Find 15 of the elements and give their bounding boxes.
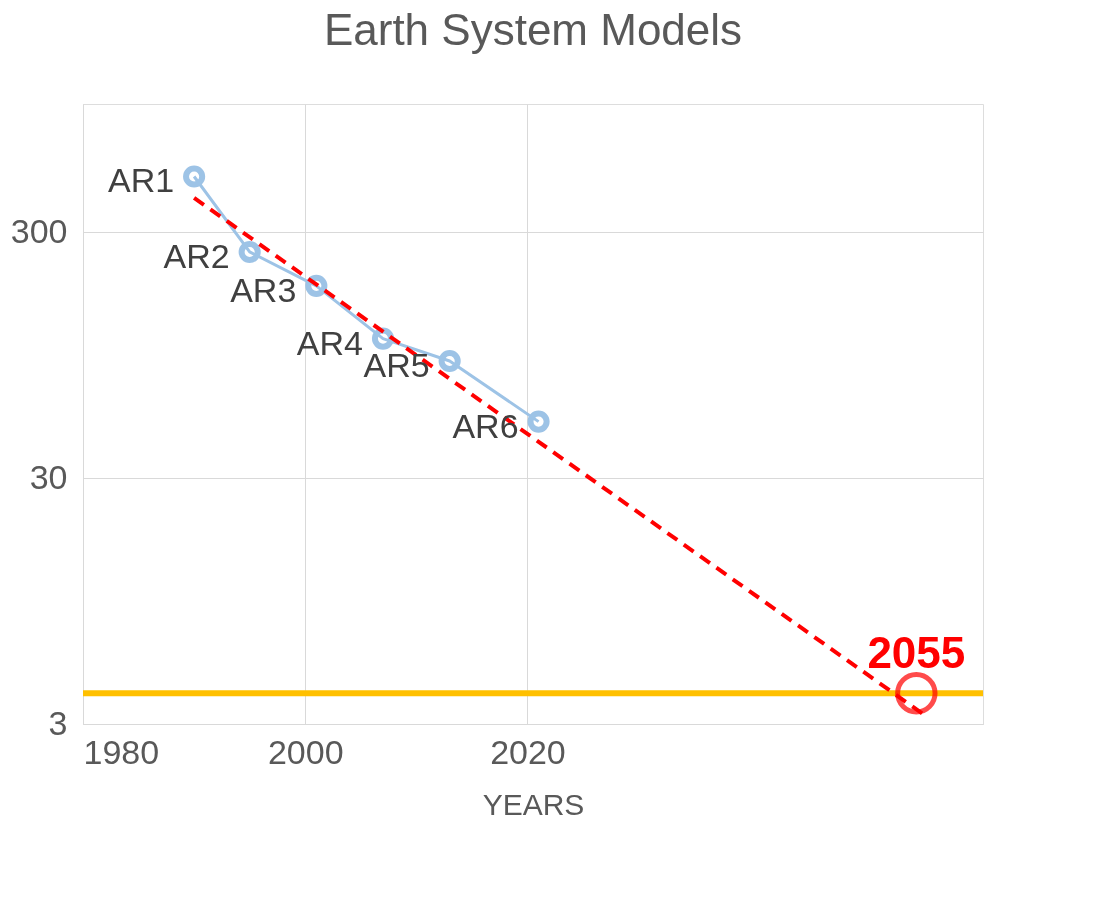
series-label: 2055	[867, 628, 966, 678]
y-tick-label: 300	[10, 212, 68, 250]
annotation: AR3	[230, 270, 297, 309]
x-tick-label: 1980	[83, 732, 160, 771]
annotation: AR4	[296, 323, 363, 362]
annotation: AR2	[163, 236, 230, 275]
annotation: AR5	[363, 346, 430, 384]
y-tick-label: 30	[29, 457, 68, 496]
annotation: AR1	[107, 161, 175, 200]
x-axis-title: YEARS	[482, 787, 585, 821]
x-tick-label: 2000	[267, 732, 344, 771]
chart-title: Earth System Models	[323, 5, 743, 54]
x-tick-label: 2020	[490, 732, 566, 771]
y-tick-label: 3	[48, 703, 68, 742]
annotation: AR6	[452, 406, 519, 445]
